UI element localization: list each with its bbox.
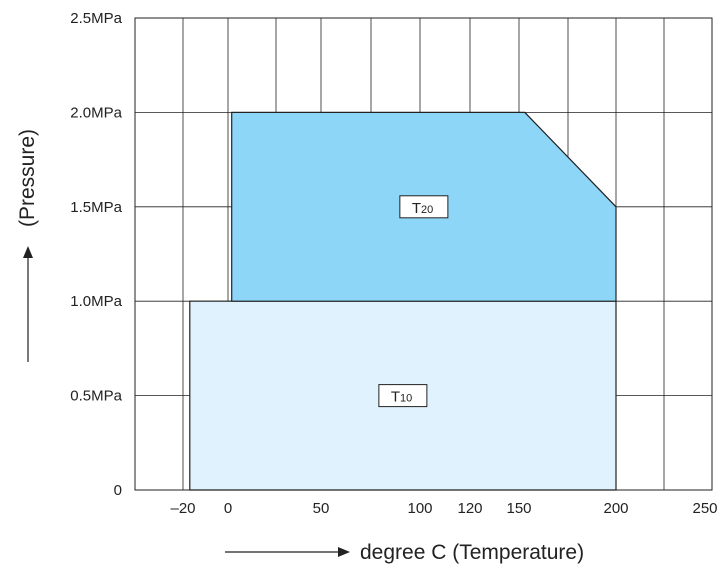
region-label-box [399,195,449,219]
region-label-t10: T10 [378,384,428,408]
regions [189,111,617,491]
region-labels: T10 T20 [378,195,449,408]
y-tick-label: 2.5MPa [70,10,122,27]
x-tick-label: 50 [313,500,330,517]
x-tick-label: 250 [692,500,717,517]
plot-border [134,17,713,491]
y-tick-label: 2.0MPa [70,104,122,121]
x-axis-title-group: degree C (Temperature) [225,541,584,564]
y-tick-label: 0 [114,482,122,499]
y-tick-label: 1.0MPa [70,293,122,310]
x-tick-label: –20 [170,500,195,517]
y-axis-arrow-head [23,246,33,258]
x-tick-label: 120 [457,500,482,517]
x-tick-labels: –20 0 50 100 120 150 200 250 [170,500,717,517]
x-tick-label: 150 [506,500,531,517]
x-axis-arrow-head [338,547,350,557]
x-tick-label: 0 [224,500,232,517]
region-label-text: T20 [412,200,433,217]
region-label-t20: T20 [399,195,449,219]
region-label-box [378,384,428,408]
y-tick-label: 0.5MPa [70,388,122,405]
plot-frame [134,17,713,491]
y-tick-label: 1.5MPa [70,199,122,216]
x-axis-title: degree C (Temperature) [360,541,584,564]
y-axis-title-group: (Pressure) [16,129,39,362]
x-tick-label: 200 [603,500,628,517]
y-tick-labels: 0 0.5MPa 1.0MPa 1.5MPa 2.0MPa 2.5MPa [70,10,122,499]
y-axis-title: (Pressure) [16,129,39,227]
x-tick-label: 100 [407,500,432,517]
region-label-text: T10 [391,389,412,406]
